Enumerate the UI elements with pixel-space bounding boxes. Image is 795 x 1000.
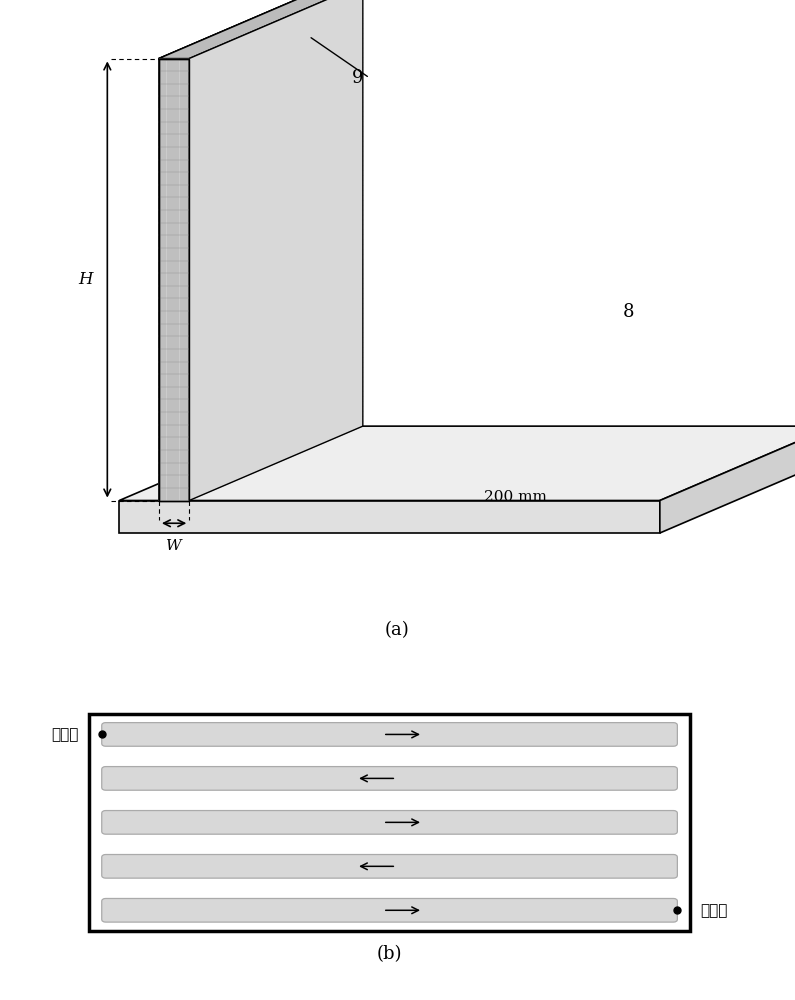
Text: 收弧点: 收弧点 [700, 903, 727, 918]
FancyBboxPatch shape [102, 811, 677, 834]
Text: (a): (a) [385, 621, 410, 640]
Polygon shape [189, 0, 363, 500]
Text: W: W [166, 540, 182, 554]
Text: 9: 9 [352, 69, 363, 87]
Polygon shape [119, 426, 795, 500]
Text: 8: 8 [622, 303, 634, 321]
Polygon shape [119, 500, 660, 533]
FancyBboxPatch shape [102, 767, 677, 790]
FancyBboxPatch shape [102, 723, 677, 746]
Text: 200 mm: 200 mm [483, 490, 547, 504]
Polygon shape [660, 426, 795, 533]
Polygon shape [159, 0, 332, 500]
Text: (b): (b) [377, 945, 402, 963]
FancyBboxPatch shape [102, 898, 677, 922]
Bar [89, 714, 690, 931]
Polygon shape [159, 58, 189, 500]
Text: H: H [78, 271, 92, 288]
Text: 起弧点: 起弧点 [52, 727, 79, 742]
FancyBboxPatch shape [102, 855, 677, 878]
Polygon shape [159, 0, 363, 58]
